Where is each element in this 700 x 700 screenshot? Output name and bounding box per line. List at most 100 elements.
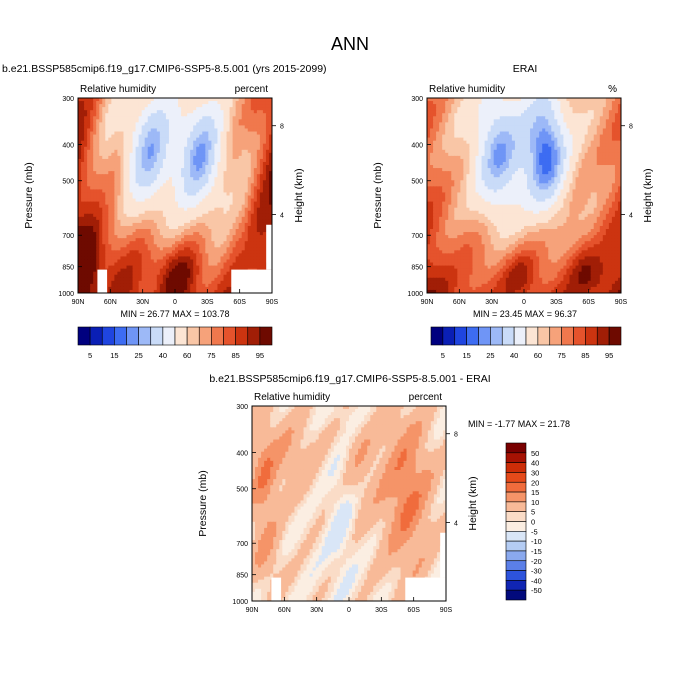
heatmap-cell bbox=[199, 210, 203, 215]
heatmap-cell bbox=[265, 134, 270, 139]
heatmap-cell bbox=[247, 244, 252, 248]
heatmap-cell bbox=[223, 113, 228, 117]
heatmap-cell bbox=[199, 247, 203, 251]
heatmap-cell bbox=[120, 131, 124, 136]
heatmap-cell bbox=[187, 268, 191, 273]
heatmap-cell bbox=[181, 256, 185, 260]
heatmap-cell bbox=[114, 250, 118, 254]
heatmap-cell bbox=[244, 256, 249, 260]
heatmap-cell bbox=[150, 110, 155, 114]
heatmap-cell bbox=[93, 113, 97, 117]
heatmap-cell bbox=[120, 280, 124, 285]
heatmap-cell bbox=[102, 165, 106, 169]
heatmap-cell bbox=[539, 101, 543, 105]
heatmap-cell bbox=[117, 186, 121, 190]
heatmap-cell bbox=[199, 186, 203, 190]
heatmap-cell bbox=[241, 201, 246, 206]
heatmap-cell bbox=[150, 107, 155, 111]
heatmap-cell bbox=[214, 192, 218, 196]
heatmap-cell bbox=[454, 122, 458, 126]
heatmap-cell bbox=[120, 119, 124, 123]
heatmap-cell bbox=[451, 104, 455, 108]
heatmap-cell bbox=[90, 216, 94, 221]
heatmap-cell bbox=[193, 143, 197, 148]
y-tick-label: 1000 bbox=[58, 291, 74, 298]
heatmap-cell bbox=[141, 104, 146, 108]
heatmap-cell bbox=[99, 204, 103, 209]
heatmap-cell bbox=[241, 235, 246, 239]
heatmap-cell bbox=[187, 277, 191, 282]
heatmap-cell bbox=[259, 152, 264, 157]
heatmap-cell bbox=[184, 274, 188, 279]
heatmap-cell bbox=[117, 280, 121, 285]
heatmap-cell bbox=[214, 137, 218, 142]
heatmap-cell bbox=[147, 177, 152, 181]
heatmap-cell bbox=[87, 289, 91, 294]
heatmap-cell bbox=[147, 134, 152, 139]
heatmap-cell bbox=[96, 152, 100, 157]
heatmap-cell bbox=[265, 116, 270, 120]
heatmap-cell bbox=[599, 119, 604, 123]
heatmap-cell bbox=[117, 113, 121, 117]
heatmap-cell bbox=[135, 116, 140, 120]
heatmap-cell bbox=[253, 119, 258, 123]
heatmap-cell bbox=[244, 177, 249, 181]
heatmap-cell bbox=[108, 222, 112, 227]
heatmap-cell bbox=[202, 119, 206, 123]
heatmap-cell bbox=[232, 259, 237, 264]
heatmap-cell bbox=[220, 235, 224, 239]
heatmap-cell bbox=[147, 168, 152, 172]
heatmap-cell bbox=[496, 104, 501, 108]
heatmap-cell bbox=[250, 247, 255, 251]
heatmap-cell bbox=[156, 213, 161, 218]
heatmap-cell bbox=[214, 98, 218, 102]
heatmap-cell bbox=[502, 98, 507, 102]
heatmap-cell bbox=[205, 134, 209, 139]
heatmap-cell bbox=[102, 216, 106, 221]
heatmap-cell bbox=[268, 213, 273, 218]
heatmap-cell bbox=[211, 201, 215, 206]
heatmap-cell bbox=[162, 201, 167, 206]
heatmap-cell bbox=[81, 198, 85, 203]
y-tick-label: 700 bbox=[62, 233, 74, 240]
heatmap-cell bbox=[96, 229, 100, 233]
heatmap-cell bbox=[190, 274, 194, 279]
heatmap-cell bbox=[427, 116, 431, 120]
heatmap-cell bbox=[108, 232, 112, 236]
heatmap-cell bbox=[250, 256, 255, 260]
heatmap-cell bbox=[171, 232, 176, 236]
heatmap-cell bbox=[147, 238, 152, 242]
heatmap-cell bbox=[232, 238, 237, 242]
heatmap-cell bbox=[226, 259, 231, 264]
colorbar-label: 85 bbox=[231, 351, 239, 360]
heatmap-cell bbox=[524, 104, 528, 108]
heatmap-cell bbox=[241, 101, 246, 105]
heatmap-cell bbox=[168, 110, 173, 114]
heatmap-cell bbox=[196, 229, 200, 233]
heatmap-cell bbox=[120, 186, 124, 190]
heatmap-cell bbox=[193, 238, 197, 242]
heatmap-cell bbox=[259, 165, 264, 169]
heatmap-cell bbox=[247, 201, 252, 206]
heatmap-cell bbox=[123, 125, 127, 129]
heatmap-cell bbox=[514, 122, 519, 126]
heatmap-cell bbox=[229, 119, 234, 123]
heatmap-cell bbox=[205, 152, 209, 157]
heatmap-cell bbox=[548, 104, 552, 108]
heatmap-cell bbox=[81, 268, 85, 273]
heatmap-cell bbox=[150, 165, 155, 169]
heatmap-cell bbox=[123, 116, 127, 120]
heatmap-cell bbox=[560, 119, 564, 123]
heatmap-cell bbox=[220, 250, 224, 254]
heatmap-cell bbox=[205, 116, 209, 120]
heatmap-cell bbox=[520, 116, 525, 120]
heatmap-cell bbox=[120, 268, 124, 273]
heatmap-cell bbox=[93, 253, 97, 257]
heatmap-cell bbox=[253, 238, 258, 242]
heatmap-cell bbox=[187, 186, 191, 190]
heatmap-cell bbox=[171, 289, 176, 294]
heatmap-cell bbox=[499, 98, 504, 102]
heatmap-cell bbox=[96, 125, 100, 129]
heatmap-cell bbox=[430, 110, 434, 114]
heatmap-cell bbox=[256, 222, 261, 227]
